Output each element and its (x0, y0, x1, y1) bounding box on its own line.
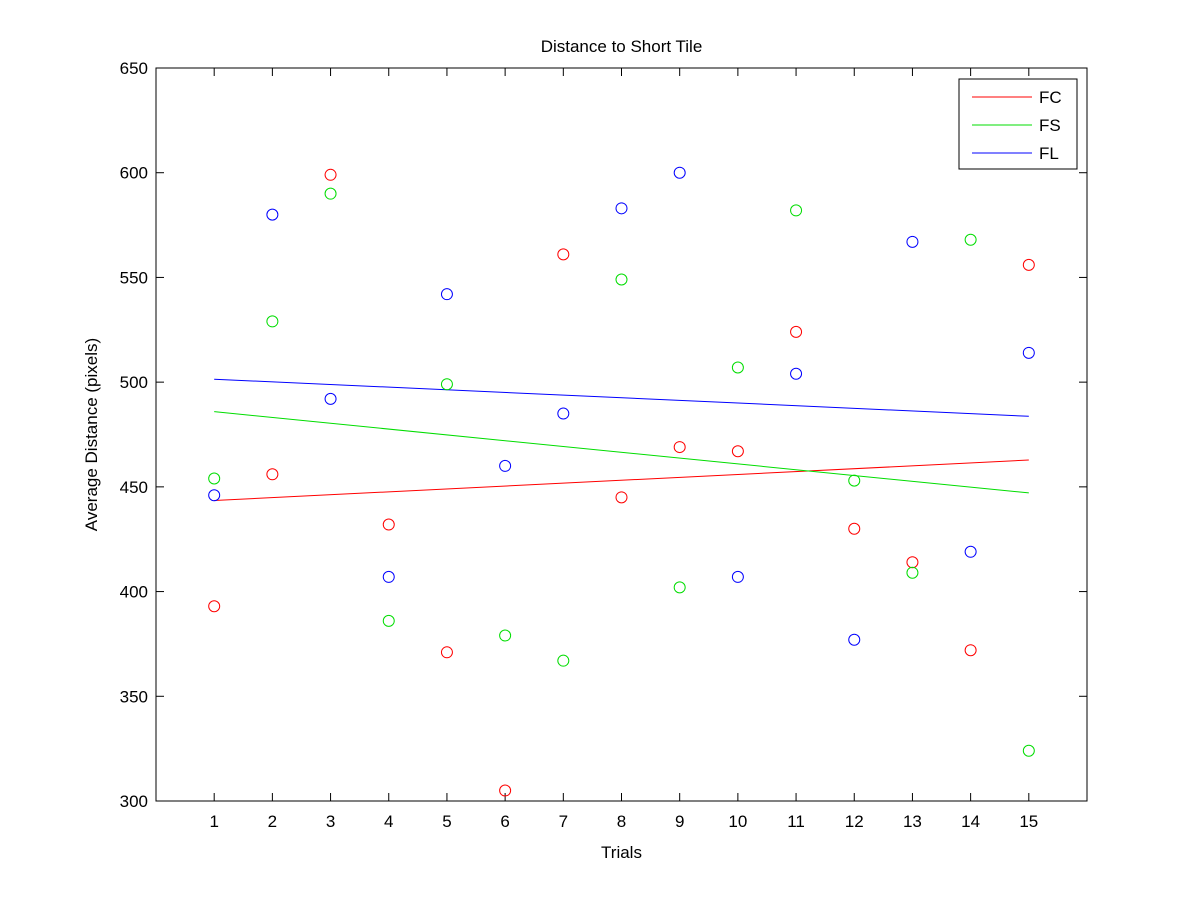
legend: FC FS FL (958, 78, 1078, 170)
trend-line-fl (214, 378, 1029, 417)
trend-lines (214, 378, 1029, 501)
point-fl (964, 545, 977, 558)
point-fc (673, 441, 686, 454)
point-fs (557, 654, 570, 667)
legend-label: FL (1039, 144, 1059, 163)
x-tick-label: 11 (787, 812, 805, 831)
x-tick-label: 9 (675, 812, 684, 831)
point-fc (906, 556, 919, 569)
point-fc (382, 518, 395, 531)
point-fs (208, 472, 221, 485)
legend-label: FC (1039, 88, 1062, 107)
legend-box (958, 78, 1078, 170)
x-tick-label: 4 (384, 812, 393, 831)
point-fl (906, 235, 919, 248)
point-fc (266, 468, 279, 481)
point-fs (324, 187, 337, 200)
axis-ticks: 1 2 3 4 5 6 7 8 9 10 11 12 13 14 153003504004505005506… (120, 59, 1087, 831)
point-fs (1022, 744, 1035, 757)
point-fs (440, 378, 453, 391)
point-fs (964, 233, 977, 246)
y-tick-label: 550 (120, 268, 148, 287)
x-tick-label: 12 (845, 812, 864, 831)
x-axis-label: Trials (601, 843, 642, 862)
y-axis-label: Average Distance (pixels) (82, 338, 101, 531)
point-fl (1022, 346, 1035, 359)
x-tick-label: 14 (961, 812, 980, 831)
data-points (208, 166, 1035, 797)
point-fs (906, 566, 919, 579)
x-tick-label: 5 (442, 812, 451, 831)
y-tick-label: 500 (120, 373, 148, 392)
point-fs (848, 474, 861, 487)
point-fl (731, 570, 744, 583)
point-fl (790, 367, 803, 380)
point-fc (964, 644, 977, 657)
point-fs (499, 629, 512, 642)
point-fc (1022, 258, 1035, 271)
point-fc (731, 445, 744, 458)
point-fl (324, 392, 337, 405)
x-tick-label: 6 (500, 812, 509, 831)
point-fc (557, 248, 570, 261)
point-fc (440, 646, 453, 659)
point-fc (790, 325, 803, 338)
point-fl (673, 166, 686, 179)
point-fl (440, 288, 453, 301)
point-fs (382, 614, 395, 627)
point-fs (615, 273, 628, 286)
point-fl (848, 633, 861, 646)
chart-title: Distance to Short Tile (541, 37, 703, 56)
x-tick-label: 15 (1019, 812, 1038, 831)
point-fl (208, 489, 221, 502)
y-tick-label: 350 (120, 687, 148, 706)
x-tick-label: 2 (268, 812, 277, 831)
point-fl (499, 459, 512, 472)
x-tick-label: 8 (617, 812, 626, 831)
y-tick-label: 300 (120, 792, 148, 811)
x-tick-label: 7 (559, 812, 568, 831)
plot-area (155, 67, 1088, 802)
x-tick-label: 13 (903, 812, 922, 831)
y-tick-label: 450 (120, 478, 148, 497)
point-fc (324, 168, 337, 181)
x-tick-label: 1 (209, 812, 218, 831)
point-fs (266, 315, 279, 328)
y-tick-label: 400 (120, 583, 148, 602)
point-fl (382, 570, 395, 583)
y-tick-label: 600 (120, 164, 148, 183)
trend-line-fc (214, 459, 1029, 501)
x-tick-label: 3 (326, 812, 335, 831)
point-fc (615, 491, 628, 504)
point-fc (848, 522, 861, 535)
x-tick-label: 10 (728, 812, 747, 831)
point-fl (557, 407, 570, 420)
point-fl (266, 208, 279, 221)
point-fs (790, 204, 803, 217)
point-fs (673, 581, 686, 594)
trend-line-fs (214, 411, 1029, 494)
legend-label: FS (1039, 116, 1061, 135)
point-fl (615, 202, 628, 215)
y-tick-label: 650 (120, 59, 148, 78)
point-fs (731, 361, 744, 374)
point-fc (208, 600, 221, 613)
point-fc (499, 784, 512, 797)
